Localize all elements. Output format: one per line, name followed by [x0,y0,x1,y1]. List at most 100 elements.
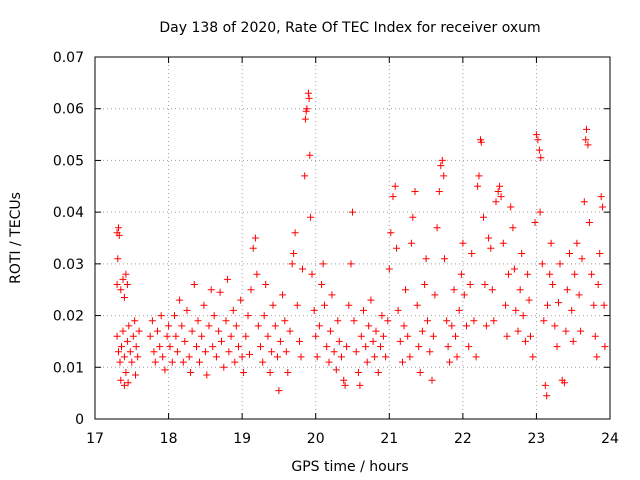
data-point [396,337,404,345]
data-point [497,193,505,201]
data-point [166,343,174,351]
x-tick-label: 18 [160,431,178,447]
data-point [435,188,443,195]
data-point [312,332,320,340]
data-point [129,332,137,340]
data-point [503,332,511,340]
data-point [290,250,298,257]
data-point [212,353,220,361]
data-point [601,343,609,351]
data-point [257,343,264,351]
data-point [181,337,189,345]
y-tick-label: 0.03 [53,257,84,273]
data-point [335,337,343,345]
data-point [119,327,127,335]
data-point [527,332,534,340]
data-point [519,312,527,320]
data-point [588,270,596,278]
data-point [296,337,303,345]
x-tick-label: 17 [86,431,104,447]
data-point [183,306,191,314]
data-point [203,371,211,379]
data-point [472,353,480,361]
data-point [499,239,507,247]
data-point [321,301,328,309]
data-point [238,353,246,361]
data-point [543,392,551,400]
data-point [171,312,178,320]
data-point [446,358,454,366]
data-point [594,281,602,288]
data-point [201,348,209,356]
data-point [600,301,608,309]
data-point [200,301,208,309]
data-point [150,348,158,356]
x-tick-label: 19 [233,431,251,447]
data-point [301,115,309,123]
data-point [113,332,121,340]
data-point [268,348,276,356]
data-point [193,343,200,351]
data-point [369,337,377,345]
data-point [274,353,281,361]
data-point [325,358,333,366]
data-point [264,332,272,340]
data-point [347,260,355,268]
data-point [196,358,203,366]
y-tick-label: 0.02 [53,309,84,325]
data-point [345,301,353,309]
data-point [352,348,360,356]
data-point [205,322,213,330]
data-point [482,322,490,330]
data-point [551,322,559,330]
x-tick-label: 23 [528,431,546,447]
x-axis-label: GPS time / hours [291,459,408,475]
data-point [216,288,224,296]
data-point [227,332,235,340]
data-point [593,353,601,361]
data-point [120,353,128,361]
y-axis-label: ROTI / TECUs [8,192,24,284]
data-point [215,327,223,335]
data-point [429,332,437,340]
data-point [253,270,261,278]
data-point [222,317,230,325]
y-tick-label: 0.06 [53,102,84,118]
data-point [356,381,364,389]
data-point [385,265,393,273]
data-point [569,337,577,345]
data-point [577,327,585,335]
data-point [319,260,327,268]
data-point [502,301,509,309]
data-point [173,348,181,356]
data-point [271,322,279,330]
data-point [118,343,125,351]
data-point [251,234,259,242]
data-point [474,182,482,190]
y-tick-label: 0.01 [53,360,84,376]
data-point [343,343,351,351]
data-point [135,327,143,335]
data-point [362,343,370,351]
data-point [119,275,127,283]
data-point [332,366,340,374]
data-point [512,306,520,314]
data-point [553,343,561,351]
data-point [582,136,590,144]
data-point [367,296,375,304]
data-point [413,301,421,309]
data-point [313,353,321,361]
data-point [235,343,242,351]
data-point [151,358,159,366]
data-point [575,291,583,299]
data-point [232,322,240,330]
data-point [571,270,579,278]
data-point [507,203,515,211]
data-point [126,348,134,356]
data-point [194,317,202,325]
data-point [115,231,123,239]
x-tick-label: 20 [307,431,325,447]
data-point [540,317,548,325]
data-point [433,224,441,232]
